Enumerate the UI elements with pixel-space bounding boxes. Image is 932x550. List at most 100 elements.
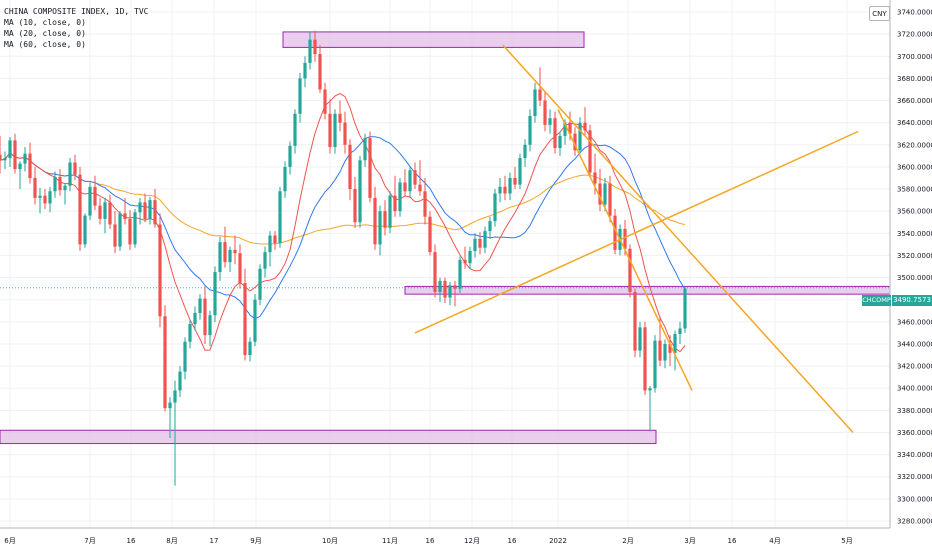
- candle-body: [483, 231, 487, 248]
- candle-body: [423, 191, 427, 217]
- candle-body: [508, 177, 512, 194]
- y-tick-label: 3600.0000: [897, 163, 932, 171]
- trendlines: [0, 44, 890, 433]
- candle-body: [83, 215, 87, 245]
- candle-body: [488, 221, 492, 232]
- candle-body: [238, 253, 242, 284]
- candle-body: [598, 183, 602, 205]
- candle-body: [668, 343, 672, 353]
- ma60-line: [0, 152, 686, 245]
- candle-body: [323, 89, 327, 114]
- y-tick-label: 3680.0000: [897, 75, 932, 83]
- candle-body: [48, 191, 52, 204]
- x-tick-label: 16: [127, 537, 136, 545]
- y-tick-label: 3700.0000: [897, 53, 932, 61]
- candle-body: [333, 113, 337, 147]
- candle-body: [418, 184, 422, 192]
- candle-body: [18, 163, 22, 170]
- candle-body: [643, 327, 647, 391]
- candle-body: [378, 211, 382, 245]
- candle-body: [3, 158, 7, 161]
- x-tick-label: 7月: [84, 537, 95, 545]
- candle-body: [188, 324, 192, 342]
- candle-body: [338, 113, 342, 123]
- candle-body: [448, 285, 452, 298]
- x-tick-label: 2月: [622, 537, 633, 545]
- candle-body: [408, 170, 412, 192]
- y-tick-label: 3340.0000: [897, 451, 932, 459]
- candle-body: [158, 224, 162, 317]
- candle-body: [98, 205, 102, 219]
- candle-body: [398, 182, 402, 212]
- candle-body: [303, 62, 307, 79]
- y-tick-label: 3440.0000: [897, 340, 932, 348]
- candle-body: [308, 39, 312, 63]
- candle-body: [93, 186, 97, 206]
- candle-body: [253, 299, 257, 342]
- candle-body: [433, 252, 437, 292]
- candle-body: [278, 191, 282, 244]
- candle-body: [348, 144, 352, 190]
- candle-body: [573, 133, 577, 151]
- x-tick-label: 17: [210, 537, 219, 545]
- y-tick-label: 3580.0000: [897, 186, 932, 194]
- candle-body: [223, 242, 227, 263]
- candle-body: [628, 248, 632, 292]
- candle-body: [68, 162, 72, 186]
- candle-body: [13, 140, 17, 170]
- candle-body: [458, 259, 462, 289]
- y-tick-label: 3740.0000: [897, 9, 932, 17]
- candle-body: [363, 138, 367, 161]
- candle-body: [73, 162, 77, 175]
- candle-body: [213, 272, 217, 316]
- candle-body: [588, 130, 592, 173]
- candle-body: [403, 182, 407, 192]
- candle-body: [543, 100, 547, 125]
- last-price-tag: 3490.7573: [892, 295, 932, 306]
- x-tick-label: 16: [508, 537, 517, 545]
- candle-body: [358, 160, 362, 223]
- candle-body: [38, 195, 42, 198]
- y-tick-label: 3300.0000: [897, 495, 932, 503]
- x-tick-label: 11月: [382, 537, 398, 545]
- candle-body: [648, 388, 652, 391]
- candle-body: [368, 138, 372, 198]
- candle-body: [613, 215, 617, 250]
- candle-body: [383, 211, 387, 228]
- candle-body: [663, 343, 667, 361]
- candle-body: [328, 113, 332, 147]
- candle-body: [673, 333, 677, 353]
- zone-box: [282, 31, 585, 48]
- candle-body: [78, 174, 82, 245]
- candle-body: [538, 89, 542, 101]
- candle-body: [478, 238, 482, 248]
- candle-body: [593, 172, 597, 184]
- candle-body: [268, 235, 272, 253]
- y-tick-label: 3540.0000: [897, 230, 932, 238]
- candle-body: [603, 183, 607, 205]
- candle-body: [123, 213, 127, 219]
- candle-body: [118, 213, 122, 247]
- candle-body: [468, 251, 472, 264]
- candle-body: [173, 390, 177, 403]
- candle-body: [283, 166, 287, 192]
- x-tick-label: 4月: [769, 537, 780, 545]
- candle-body: [133, 212, 137, 245]
- candle-body: [518, 158, 522, 185]
- candle-body: [638, 327, 642, 351]
- candle-body: [503, 186, 507, 194]
- candle-body: [178, 371, 182, 391]
- currency-badge[interactable]: CNY: [869, 6, 890, 21]
- y-tick-label: 3360.0000: [897, 429, 932, 437]
- y-tick-label: 3720.0000: [897, 31, 932, 39]
- candle-body: [683, 288, 687, 329]
- candle-body: [523, 144, 527, 159]
- trendline: [502, 44, 854, 433]
- y-tick-label: 3520.0000: [897, 252, 932, 260]
- x-tick-label: 12月: [464, 537, 480, 545]
- x-tick-label: 3月: [684, 537, 695, 545]
- candle-body: [228, 249, 232, 263]
- candle-body: [258, 268, 262, 300]
